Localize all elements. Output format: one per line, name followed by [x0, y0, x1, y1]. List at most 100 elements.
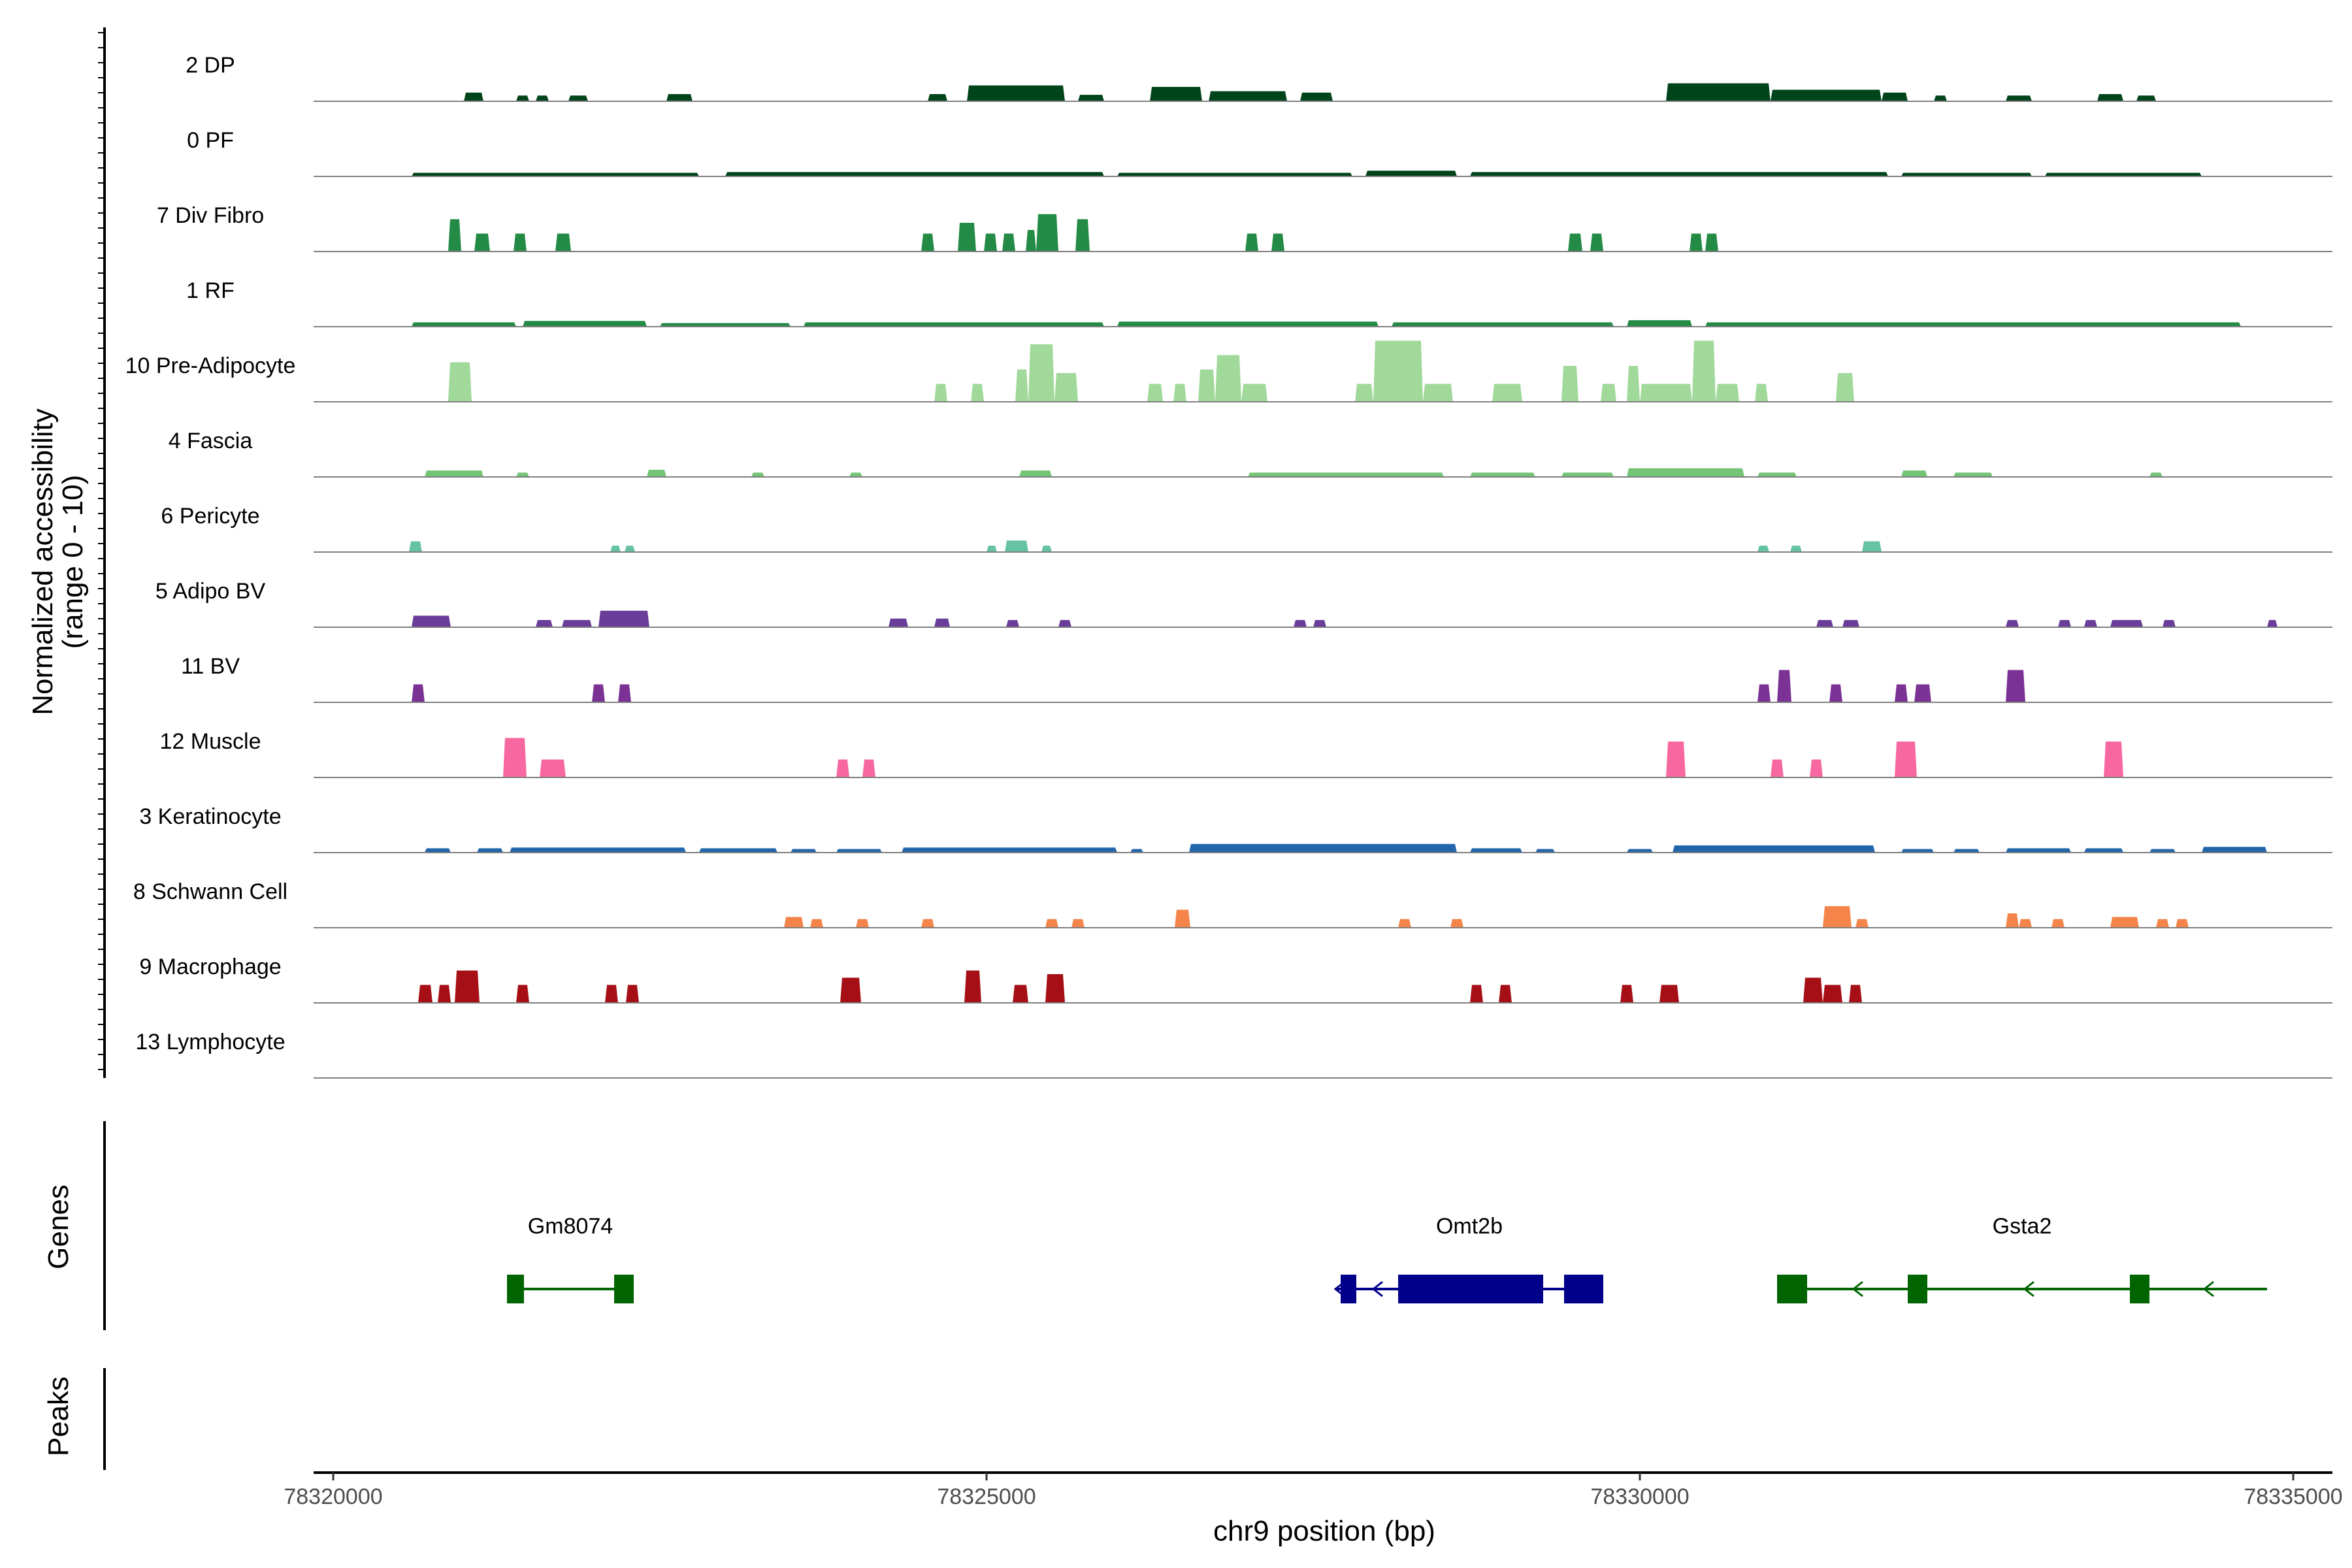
gene-panel: Gm8074 Omt2b Gsta2 [103, 1121, 2267, 1330]
y-axis [98, 27, 106, 1078]
coverage-peak [1666, 83, 1771, 101]
track-label: 3 Keratinocyte [139, 804, 281, 829]
coverage-peak [1392, 322, 1614, 327]
coverage-peak [1365, 171, 1457, 176]
coverage-peak [1470, 848, 1522, 853]
x-axis: 78320000 78325000 78330000 78335000 [284, 1471, 2343, 1509]
coverage-peak [562, 620, 592, 627]
coverage-peak [1590, 233, 1603, 252]
coverage-peak [1882, 92, 1908, 101]
coverage-peak [510, 847, 686, 853]
coverage-peak [412, 172, 699, 176]
track-10: 12 Muscle [160, 729, 2332, 778]
track-label: 12 Muscle [160, 729, 261, 754]
track-label: 5 Adipo BV [155, 579, 266, 604]
coverage-peak [1058, 620, 1071, 627]
coverage-peak [784, 917, 804, 928]
gene-exon [1398, 1275, 1543, 1303]
coverage-peak [1666, 742, 1686, 777]
coverage-peak [856, 919, 869, 928]
gene-label: Gsta2 [1993, 1214, 2052, 1239]
coverage-peak [971, 384, 984, 402]
coverage-peak [1561, 472, 1614, 477]
coverage-peak [1934, 95, 1947, 101]
gene-exon [1341, 1275, 1356, 1303]
coverage-peak [1901, 849, 1934, 853]
coverage-peak [1313, 620, 1326, 627]
coverage-peak [1013, 985, 1028, 1003]
gene-gsta2: Gsta2 [1777, 1214, 2267, 1303]
coverage-peak [1241, 384, 1267, 402]
coverage-peak [1173, 384, 1186, 402]
coverage-peak [1215, 355, 1241, 402]
coverage-peak [1862, 541, 1882, 552]
coverage-peak [605, 985, 618, 1003]
coverage-peak [1771, 90, 1882, 101]
x-tick-label: 78325000 [937, 1484, 1036, 1509]
gene-exon [1564, 1275, 1603, 1303]
coverage-peak [412, 615, 451, 627]
track-label: 6 Pericyte [161, 504, 259, 529]
coverage-peak [1078, 95, 1104, 101]
track-label: 11 BV [181, 654, 240, 679]
coverage-peak [1470, 472, 1535, 477]
coverage-peak [902, 847, 1117, 853]
track-label: 7 Div Fibro [157, 203, 264, 228]
coverage-peak [425, 848, 451, 853]
gene-omt2b: Omt2b [1333, 1214, 1603, 1303]
coverage-peak [1147, 384, 1163, 402]
coverage-peak [625, 546, 635, 552]
coverage-peak [1198, 369, 1215, 402]
coverage-peak [418, 985, 433, 1003]
coverage-peak [958, 223, 976, 252]
coverage-peak [1690, 233, 1703, 252]
coverage-peak [516, 95, 529, 101]
coverage-peak [1810, 759, 1823, 777]
coverage-peak [1755, 384, 1768, 402]
coverage-peak [1398, 919, 1411, 928]
coverage-peak [1470, 985, 1483, 1003]
coverage-peak [1901, 470, 1927, 477]
coverage-peak [412, 684, 425, 702]
track-label: 4 Fascia [169, 429, 253, 453]
coverage-peak [1855, 919, 1869, 928]
coverage-peak [1777, 670, 1791, 702]
coverage-peak [1006, 620, 1019, 627]
track-label: 8 Schwann Cell [133, 879, 287, 904]
coverage-peak [862, 759, 875, 777]
track-label: 10 Pre-Adipocyte [125, 353, 296, 378]
coverage-peak [2097, 94, 2123, 101]
coverage-peak [2104, 742, 2123, 777]
coverage-peak [1842, 620, 1859, 627]
coverage-peak [1015, 369, 1028, 402]
coverage-peak [1620, 985, 1633, 1003]
coverage-peak [2110, 917, 2139, 928]
coverage-peak [516, 985, 529, 1003]
coverage-peak [934, 618, 950, 627]
coverage-peak [751, 472, 764, 477]
gene-exon [2130, 1275, 2149, 1303]
coverage-peak [2110, 620, 2143, 627]
coverage-peak [1771, 759, 1784, 777]
coverage-peak [1627, 366, 1640, 402]
coverage-peak [2149, 472, 2163, 477]
coverage-peak [1953, 849, 1980, 853]
gene-exon [1908, 1275, 1927, 1303]
coverage-peak [1150, 87, 1202, 101]
coverage-peak [984, 233, 997, 252]
coverage-peak [448, 219, 461, 252]
coverage-peak [1716, 384, 1739, 402]
strand-arrow-icon [1371, 1281, 1383, 1298]
coverage-peak [934, 384, 947, 402]
coverage-peak [1117, 321, 1379, 327]
coverage-peak [1568, 233, 1582, 252]
coverage-peak [618, 684, 631, 702]
coverage-peak [666, 94, 693, 101]
strand-arrow-icon [2023, 1281, 2034, 1298]
coverage-peak [1901, 172, 2032, 176]
coverage-peak [2084, 848, 2123, 853]
coverage-peak [1175, 909, 1190, 928]
coverage-peak [2058, 620, 2071, 627]
coverage-peak [592, 684, 605, 702]
coverage-peak [1373, 340, 1423, 402]
